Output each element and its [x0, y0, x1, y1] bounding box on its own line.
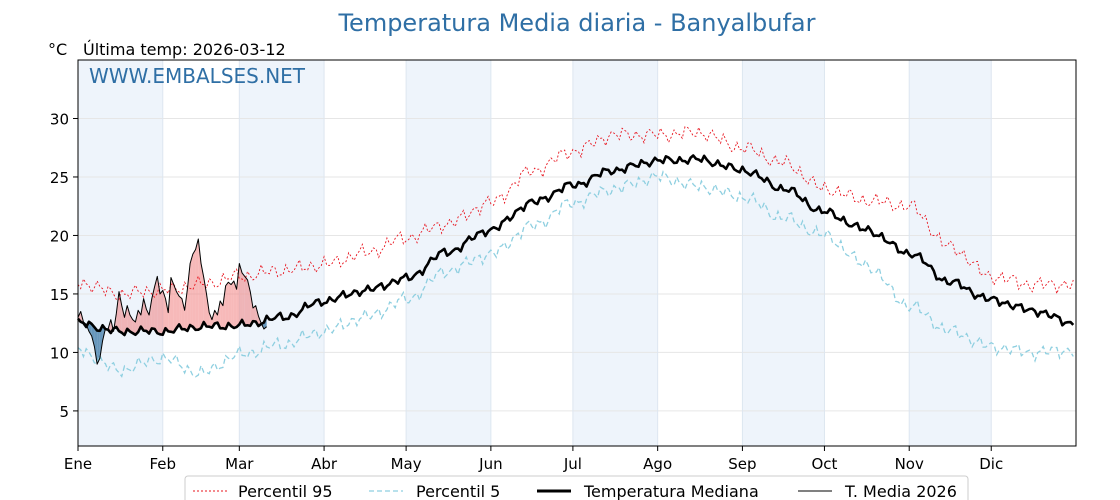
x-tick-label-ago: Ago: [643, 455, 672, 473]
above-median-fill: [244, 276, 248, 326]
above-median-fill: [124, 305, 128, 336]
month-bands: [78, 60, 992, 446]
x-tick-label-may: May: [391, 455, 422, 473]
y-tick-label-5: 5: [59, 403, 69, 421]
above-median-fill: [214, 310, 218, 324]
above-median-fill: [170, 277, 174, 333]
y-tick-label-25: 25: [50, 169, 69, 187]
above-median-fill: [236, 263, 240, 328]
chart-title: Temperatura Media diaria - Banyalbufar: [337, 9, 815, 37]
month-band-nov: [909, 60, 992, 446]
watermark: WWW.EMBALSES.NET: [89, 64, 306, 88]
above-median-fill: [116, 291, 120, 332]
above-median-fill: [206, 293, 210, 327]
above-median-fill: [220, 300, 223, 329]
x-tick-label-jul: Jul: [563, 455, 582, 473]
y-tick-label-15: 15: [50, 286, 69, 304]
above-median-fill: [149, 298, 152, 334]
above-median-fill: [181, 298, 185, 330]
x-tick-label-dic: Dic: [979, 455, 1003, 473]
y-axis-ticks: 5 10 15 20 25 30: [50, 110, 78, 421]
above-median-fill: [146, 309, 150, 334]
legend-box: [184, 475, 969, 500]
y-tick-label-20: 20: [50, 227, 69, 245]
above-median-fill: [173, 284, 177, 333]
below-median-fill: [91, 323, 95, 347]
current-2026-line: [77, 238, 267, 365]
above-median-fill: [201, 263, 204, 329]
above-median-fill: [242, 272, 245, 326]
legend-current-label: T. Media 2026: [844, 482, 957, 500]
x-tick-label-nov: Nov: [895, 455, 924, 473]
above-median-fill: [179, 296, 182, 330]
above-median-fill: [225, 282, 229, 330]
above-median-fill: [121, 305, 125, 336]
month-band-jul: [572, 60, 658, 446]
above-median-fill: [192, 249, 196, 330]
above-median-fill: [184, 289, 188, 331]
last-temp-label: Última temp: 2026-03-12: [83, 40, 286, 59]
above-median-fill: [222, 285, 226, 330]
legend-median-label: Temperatura Mediana: [583, 482, 759, 500]
month-band-mar: [239, 60, 325, 446]
x-tick-label-mar: Mar: [225, 455, 254, 473]
legend-p5-label: Percentil 5: [416, 482, 500, 500]
x-tick-label-jun: Jun: [478, 455, 502, 473]
above-median-fill: [119, 291, 122, 333]
above-median-fill: [176, 291, 180, 329]
above-median-fill: [247, 279, 251, 326]
above-median-fill: [209, 312, 212, 328]
above-median-fill: [252, 305, 256, 322]
percentile-95-line: [77, 126, 1074, 301]
y-tick-label-10: 10: [50, 344, 69, 362]
legend-p95-label: Percentil 95: [238, 482, 333, 500]
deviation-fills: [78, 238, 267, 365]
above-median-fill: [190, 254, 193, 327]
above-median-fill: [154, 276, 158, 334]
month-band-sep: [742, 60, 825, 446]
percentile-5-line: [77, 170, 1074, 378]
above-median-fill: [140, 298, 144, 331]
above-median-fill: [165, 298, 169, 332]
above-median-fill: [203, 277, 207, 327]
plot-frame: [77, 59, 1077, 447]
month-band-ene: [78, 60, 163, 446]
x-axis-ticks: Ene Feb Mar Abr May Jun Jul Ago Sep Oct Nov Dic: [64, 446, 1003, 473]
series-lines: [77, 126, 1075, 378]
above-median-fill: [162, 290, 166, 335]
above-median-fill: [135, 310, 139, 335]
x-tick-label-feb: Feb: [149, 455, 176, 473]
unit-label: °C: [48, 40, 67, 59]
legend: Percentil 95 Percentil 5 Temperatura Med…: [184, 475, 969, 500]
above-median-fill: [132, 319, 136, 335]
month-band-may: [406, 60, 491, 446]
below-median-fill: [97, 330, 100, 365]
below-median-fill: [99, 325, 103, 359]
above-median-fill: [250, 291, 253, 326]
median-temperature-line: [77, 154, 1075, 337]
above-median-fill: [160, 290, 163, 335]
x-tick-label-abr: Abr: [311, 455, 338, 473]
x-tick-label-oct: Oct: [811, 455, 837, 473]
above-median-fill: [231, 281, 234, 328]
x-tick-label-ene: Ene: [64, 455, 92, 473]
y-tick-label-30: 30: [50, 110, 69, 128]
above-median-fill: [195, 238, 199, 330]
above-median-fill: [228, 282, 232, 327]
below-median-fill: [94, 327, 98, 365]
above-median-fill: [129, 314, 133, 334]
x-tick-label-sep: Sep: [728, 455, 756, 473]
above-median-fill: [187, 263, 191, 331]
above-median-fill: [127, 305, 130, 332]
above-median-fill: [233, 281, 237, 328]
